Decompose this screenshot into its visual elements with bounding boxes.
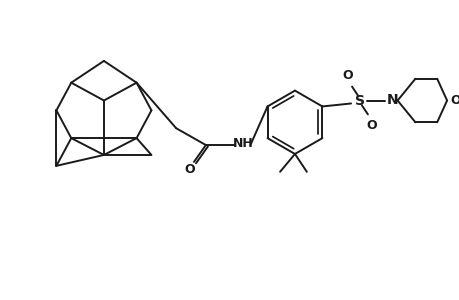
Text: N: N [386,92,397,106]
Text: O: O [185,163,195,176]
Text: O: O [342,69,353,82]
Text: O: O [450,94,459,107]
Text: NH: NH [233,136,253,150]
Text: O: O [366,119,376,132]
Text: S: S [354,94,364,107]
